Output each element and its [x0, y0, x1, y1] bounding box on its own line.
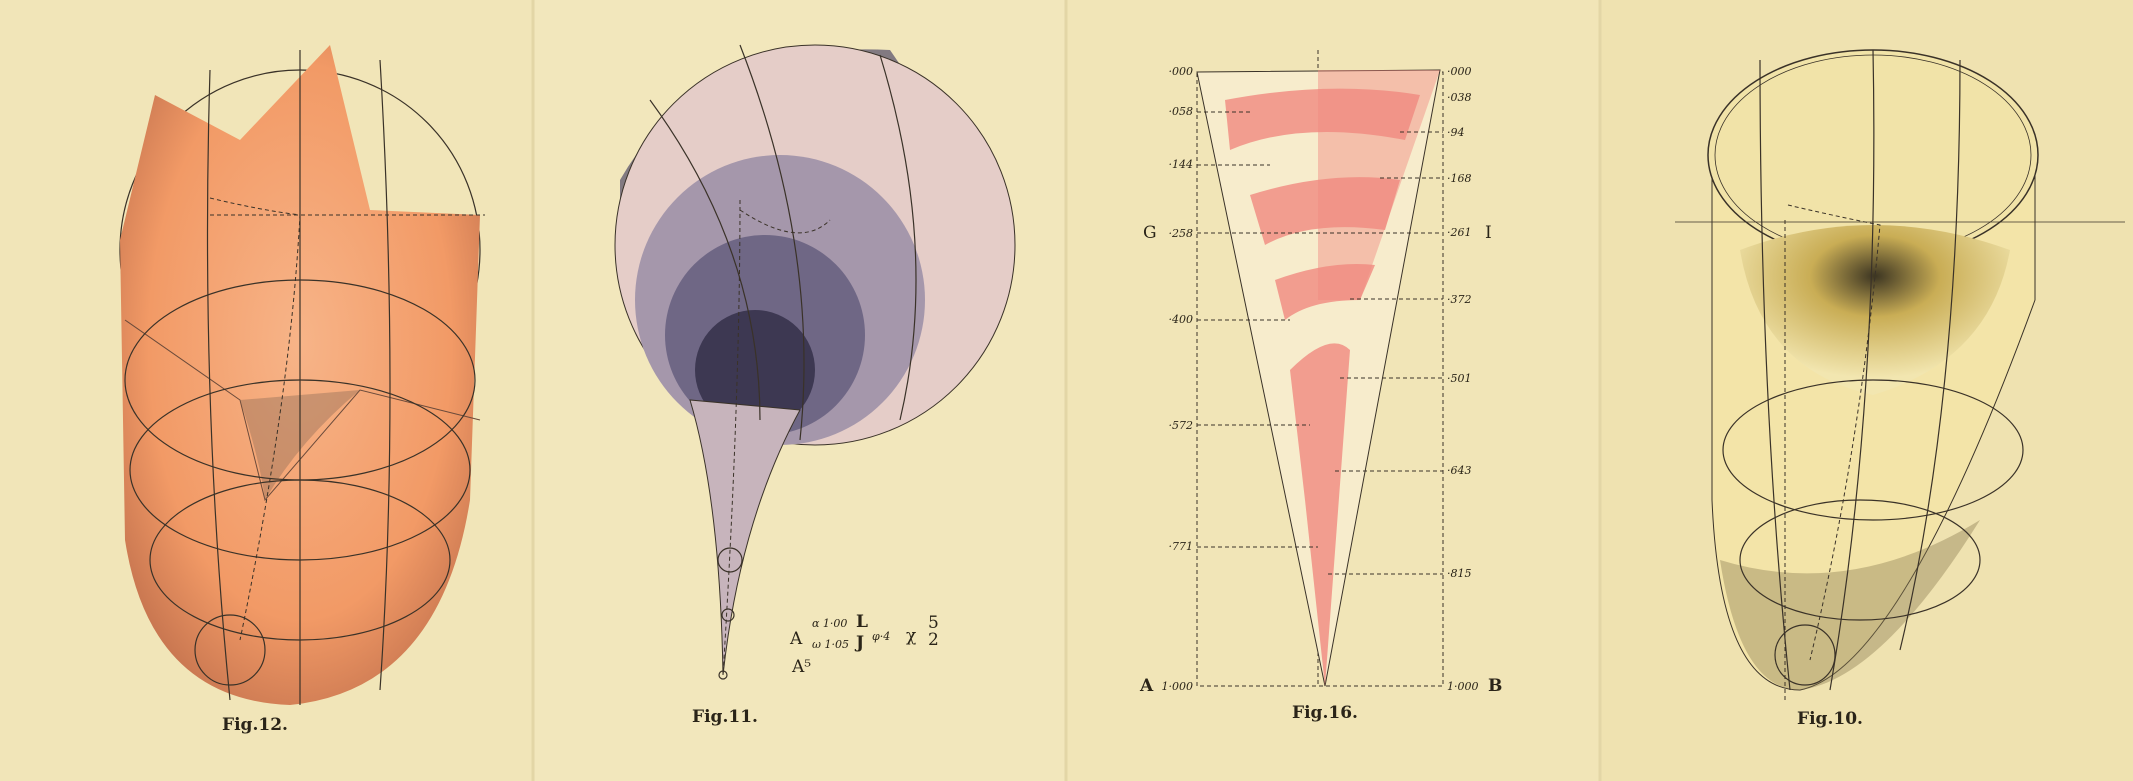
right-label: ·168	[1447, 172, 1472, 185]
corner-label-a: A	[1139, 676, 1154, 696]
figure-11-caption: Fig.11.	[692, 707, 758, 727]
corner-label-i: I	[1485, 223, 1492, 243]
formula-sup: α 1·00	[812, 617, 847, 630]
left-label: ·058	[1169, 105, 1194, 118]
figure-11-formula: A α 1·00 ω 1·05 L J φ·4 χ 5 2 A⁵	[789, 612, 939, 677]
corner-label-g: G	[1143, 223, 1157, 243]
right-label: ·643	[1447, 464, 1472, 477]
figure-16-labels: ·000 ·058 ·144 ·258 ·400 ·572 ·771 1·000…	[1139, 65, 1502, 696]
right-label: ·501	[1447, 372, 1472, 385]
figure-16-caption: Fig.16.	[1292, 703, 1358, 723]
formula-l-bottom: J	[854, 633, 864, 653]
figure-10-illustration	[1675, 49, 2125, 700]
formula-sub: ω 1·05	[812, 638, 849, 651]
left-label: ·258	[1169, 227, 1194, 240]
left-label: 1·000	[1162, 680, 1194, 693]
right-label: ·261	[1447, 226, 1472, 239]
figure-12-caption: Fig.12.	[222, 715, 288, 735]
figure-16-level-lines	[1197, 111, 1443, 575]
formula-main: A	[789, 629, 803, 649]
left-label: ·400	[1169, 313, 1194, 326]
figure-10-caption: Fig.10.	[1797, 709, 1863, 729]
figure-16-illustration	[1196, 50, 1444, 687]
formula-chi: χ	[906, 626, 916, 646]
right-label: 1·000	[1447, 680, 1479, 693]
left-label: ·771	[1169, 540, 1194, 553]
figure-11-illustration	[614, 44, 1016, 680]
right-label: ·372	[1447, 293, 1472, 306]
figure-12-illustration	[119, 45, 485, 705]
left-label: ·572	[1169, 419, 1194, 432]
formula-frac-bottom: 2	[928, 630, 939, 650]
formula-phi: φ·4	[872, 630, 890, 643]
formula-l-top: L	[856, 612, 868, 632]
left-label: ·144	[1169, 158, 1194, 171]
formula-second-line: A⁵	[791, 657, 811, 677]
right-label: ·815	[1447, 567, 1472, 580]
right-label: ·94	[1447, 126, 1465, 139]
right-label: ·000	[1447, 65, 1472, 78]
formula-frac-top: 5	[928, 613, 939, 633]
corner-label-b: B	[1488, 676, 1502, 696]
left-label: ·000	[1169, 65, 1194, 78]
right-label: ·038	[1447, 91, 1472, 104]
